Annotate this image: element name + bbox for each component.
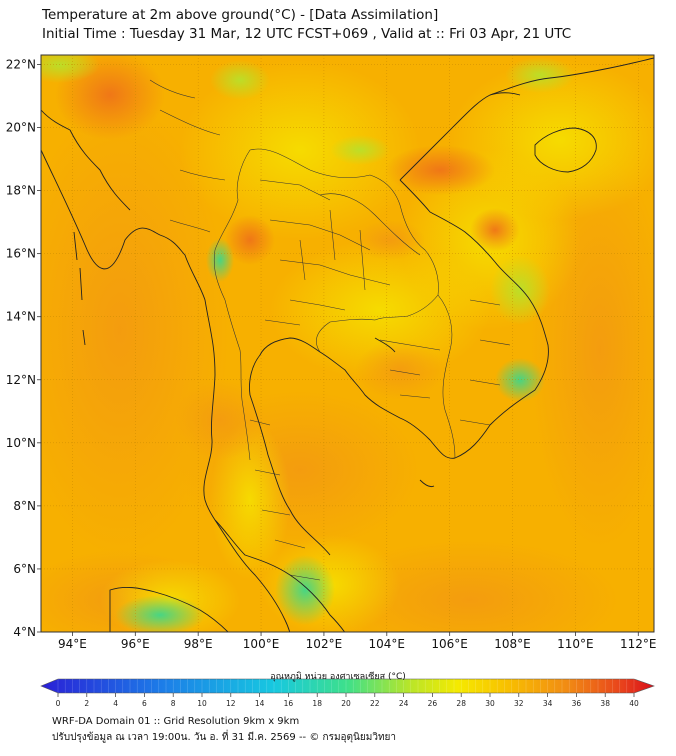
colorbar-tick-label: 36 — [572, 699, 582, 708]
cambodia-vietnam-border — [437, 294, 456, 459]
footer-domain-info: WRF-DA Domain 01 :: Grid Resolution 9km … — [52, 716, 300, 727]
lon-tick-label: 112°E — [620, 637, 657, 651]
lat-tick-label: 6°N — [13, 562, 36, 576]
lat-tick-label: 16°N — [6, 247, 36, 261]
myanmar-internal-borders — [149, 79, 226, 233]
vietnam-north-coast — [399, 92, 521, 181]
colorbar-tick-label: 12 — [226, 699, 236, 708]
colorbar-tick-label: 40 — [629, 699, 639, 708]
lon-tick-label: 108°E — [494, 637, 531, 651]
cambodia-provinces — [379, 339, 441, 399]
map-title: Temperature at 2m above ground(°C) - [Da… — [42, 7, 439, 23]
cambodia-coast-islands — [374, 337, 435, 488]
map-subtitle: Initial Time : Tuesday 31 Mar, 12 UTC FC… — [42, 26, 572, 42]
lat-tick-label: 18°N — [6, 184, 36, 198]
colorbar-tick-label: 0 — [56, 699, 61, 708]
lat-lon-gridlines — [41, 55, 654, 632]
footer-update-info: ปรับปรุงข้อมูล ณ เวลา 19:00น. วัน อ. ที่… — [52, 732, 397, 743]
lat-tick-label: 4°N — [13, 625, 36, 639]
colorbar-tick-label: 38 — [600, 699, 610, 708]
map-plot-area — [41, 55, 654, 632]
colorbar-tick-label: 8 — [171, 699, 176, 708]
colorbar-tick-label: 30 — [485, 699, 495, 708]
colorbar-tick-label: 28 — [456, 699, 466, 708]
laos-vietnam-border — [319, 193, 421, 256]
china-south-coast — [489, 57, 654, 96]
malaysia-west-coast — [214, 519, 291, 632]
lon-tick-label: 104°E — [369, 637, 406, 651]
lat-tick-label: 20°N — [6, 121, 36, 135]
lon-tick-label: 110°E — [557, 637, 594, 651]
thai-provinces — [259, 179, 391, 326]
colorbar-tick-label: 24 — [399, 699, 409, 708]
lon-tick-label: 106°E — [431, 637, 468, 651]
temperature-field — [41, 55, 654, 632]
lon-tick-label: 102°E — [306, 637, 343, 651]
longitude-axis: 94°E 96°E 98°E 100°E 102°E 104°E 106°E 108°E 110… — [58, 632, 657, 651]
colorbar-tick-label: 6 — [142, 699, 147, 708]
lat-tick-label: 22°N — [6, 57, 36, 71]
thai-cambodia-border — [316, 318, 376, 353]
colorbar-tick-label: 4 — [113, 699, 118, 708]
colorbar-ticks: 0 2 4 6 8 10 12 14 16 18 20 22 24 26 28 30 32 34 36 38 40 — [56, 693, 639, 708]
andaman-islands — [73, 231, 86, 346]
colorbar-tick-label: 10 — [197, 699, 207, 708]
colorbar-tick-label: 14 — [255, 699, 265, 708]
colorbar-label: อุณหภูมิ หน่วย องศาเซลเซียส (°C) — [270, 672, 406, 682]
colorbar-tick-label: 32 — [514, 699, 524, 708]
colorbar-tick-label: 2 — [84, 699, 89, 708]
thai-myanmar-border — [214, 149, 251, 461]
lat-tick-label: 10°N — [6, 436, 36, 450]
lon-tick-label: 94°E — [58, 637, 87, 651]
colorbar-tick-label: 22 — [370, 699, 380, 708]
lon-tick-label: 100°E — [243, 637, 280, 651]
colorbar-dividers — [57, 679, 635, 693]
vietnam-provinces — [459, 299, 511, 426]
colorbar-tick-label: 18 — [312, 699, 322, 708]
admin-boundaries — [149, 79, 511, 581]
colorbar-tick-label: 26 — [428, 699, 438, 708]
lon-tick-label: 96°E — [121, 637, 150, 651]
colorbar: 0 2 4 6 8 10 12 14 16 18 20 22 24 26 28 30 32 34 36 38 40 — [40, 678, 655, 708]
peninsula-provinces — [249, 419, 321, 581]
latitude-axis: 22°N 20°N 18°N 16°N 14°N 12°N 10°N 8°N 6°N 4°N — [6, 57, 41, 639]
hainan-island — [534, 127, 597, 173]
thai-laos-border — [249, 148, 439, 321]
plot-frame — [40, 54, 655, 633]
lon-tick-label: 98°E — [184, 637, 213, 651]
peninsula-east-coast — [249, 179, 549, 556]
colorbar-tick-label: 20 — [341, 699, 351, 708]
colorbar-tick-label: 34 — [543, 699, 553, 708]
myanmar-coast — [41, 149, 216, 521]
lat-tick-label: 8°N — [13, 499, 36, 513]
colorbar-tick-label: 16 — [284, 699, 294, 708]
sumatra-coast — [109, 586, 229, 632]
lat-tick-label: 12°N — [6, 373, 36, 387]
lat-tick-label: 14°N — [6, 310, 36, 324]
bangladesh-coast — [41, 109, 131, 211]
